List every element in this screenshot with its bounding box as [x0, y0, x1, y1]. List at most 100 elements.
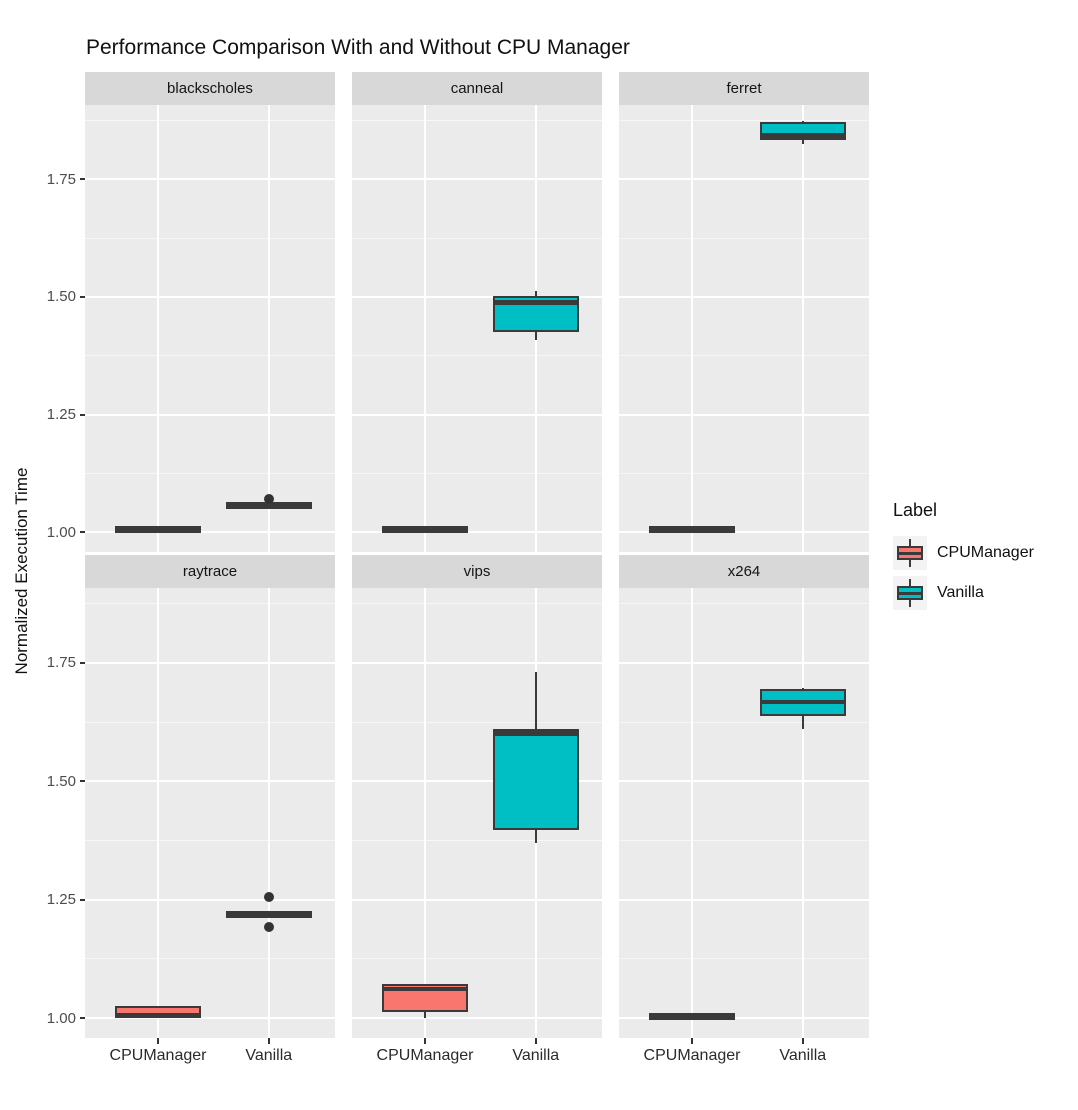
chart-title: Performance Comparison With and Without …	[86, 36, 630, 59]
whisker-lower	[801, 715, 804, 729]
gridline-vertical	[267, 105, 270, 552]
gridline-minor	[352, 839, 602, 841]
outlier-point	[263, 922, 274, 933]
facet-strip-label: vips	[463, 563, 491, 580]
x-axis-tick-label: CPUManager	[643, 1047, 741, 1064]
outlier-point	[263, 891, 274, 902]
gridline-minor	[619, 721, 869, 723]
gridline-minor	[619, 603, 869, 605]
gridline-minor	[352, 120, 602, 122]
gridline-major	[352, 178, 602, 181]
legend-entry-label: Vanilla	[937, 584, 984, 601]
gridline-major	[352, 1017, 602, 1020]
facet-panel-ferret	[619, 105, 869, 552]
median-line	[759, 133, 846, 138]
gridline-vertical	[424, 588, 426, 1038]
gridline-major	[619, 661, 869, 664]
gridline-minor	[85, 721, 335, 723]
x-axis-tick-label: Vanilla	[779, 1047, 827, 1064]
x-axis-tick-label: CPUManager	[109, 1047, 207, 1064]
gridline-vertical	[801, 588, 804, 1038]
legend-title: Label	[893, 500, 938, 520]
gridline-major	[352, 531, 602, 534]
gridline-major	[352, 898, 602, 901]
gridline-minor	[619, 120, 869, 122]
outlier-point	[263, 493, 274, 504]
whisker-lower	[534, 332, 537, 341]
gridline-minor	[85, 958, 335, 960]
gridline-vertical	[424, 105, 426, 552]
gridline-major	[85, 178, 335, 181]
facet-panel-x264	[619, 588, 869, 1038]
legend-entry-label: CPUManager	[937, 544, 1034, 561]
y-axis-tick-label: 1.75	[46, 170, 76, 188]
median-line	[759, 699, 846, 705]
median-line	[115, 1013, 201, 1018]
median-line	[492, 731, 579, 736]
gridline-major	[85, 531, 335, 534]
median-line	[382, 527, 468, 532]
gridline-minor	[85, 355, 335, 357]
median-line	[492, 300, 579, 305]
box-vanilla	[492, 729, 579, 831]
gridline-major	[352, 413, 602, 416]
gridline-major	[85, 1017, 335, 1020]
gridline-major	[85, 898, 335, 901]
y-axis-tick-label: 1.50	[46, 772, 76, 790]
gridline-vertical	[267, 588, 270, 1038]
median-line	[649, 1014, 735, 1019]
gridline-major	[619, 413, 869, 416]
gridline-minor	[85, 839, 335, 841]
y-axis-tick-label: 1.25	[46, 406, 76, 424]
whisker-lower	[424, 1012, 426, 1019]
x-axis-tick	[801, 1038, 804, 1044]
gridline-minor	[352, 958, 602, 960]
gridline-major	[85, 661, 335, 664]
facet-panel-canneal	[352, 105, 602, 552]
x-axis-tick-label: Vanilla	[245, 1047, 293, 1064]
legend-key-median	[897, 551, 923, 555]
x-axis-tick	[424, 1038, 426, 1044]
facet-strip-x264: x264	[619, 555, 869, 588]
facet-strip-label: x264	[727, 563, 761, 580]
gridline-major	[352, 780, 602, 783]
gridline-major	[619, 1017, 869, 1020]
gridline-major	[619, 780, 869, 783]
legend-entry-cpumanager: CPUManager	[893, 535, 1034, 571]
x-axis-tick	[157, 1038, 159, 1044]
gridline-major	[619, 178, 869, 181]
gridline-major	[85, 780, 335, 783]
gridline-minor	[619, 958, 869, 960]
gridline-minor	[352, 237, 602, 239]
gridline-minor	[85, 472, 335, 474]
facet-strip-vips: vips	[352, 555, 602, 588]
y-axis-tick	[80, 898, 85, 901]
gridline-major	[619, 531, 869, 534]
y-axis-tick	[80, 661, 85, 664]
facet-strip-raytrace: raytrace	[85, 555, 335, 588]
facet-strip-ferret: ferret	[619, 72, 869, 105]
facet-strip-canneal: canneal	[352, 72, 602, 105]
y-axis-tick	[80, 295, 85, 298]
y-axis-tick	[80, 178, 85, 181]
gridline-vertical	[691, 588, 693, 1038]
median-line	[649, 527, 735, 533]
gridline-minor	[85, 120, 335, 122]
facet-strip-label: raytrace	[182, 563, 238, 580]
gridline-major	[619, 898, 869, 901]
whisker-lower	[801, 140, 804, 144]
y-axis-tick-label: 1.00	[46, 523, 76, 541]
gridline-vertical	[691, 105, 693, 552]
y-axis-title: Normalized Execution Time	[12, 467, 31, 675]
y-axis-tick	[80, 531, 85, 534]
gridline-minor	[85, 237, 335, 239]
legend-key-glyph-vanilla	[893, 576, 927, 610]
gridline-minor	[85, 603, 335, 605]
y-axis-tick-label: 1.25	[46, 891, 76, 909]
y-axis-tick	[80, 780, 85, 783]
facet-panel-blackscholes	[85, 105, 335, 552]
whisker-upper	[534, 290, 537, 296]
gridline-major	[352, 295, 602, 298]
y-axis-tick	[80, 1017, 85, 1020]
